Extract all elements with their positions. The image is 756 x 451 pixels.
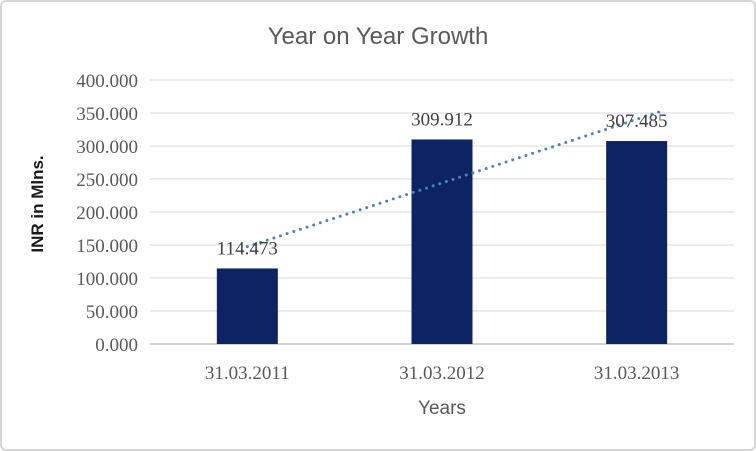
data-label: 307.485 bbox=[606, 111, 668, 132]
trendline-dot bbox=[391, 197, 395, 201]
trendline-dot bbox=[597, 130, 601, 134]
trendline-dot bbox=[451, 177, 455, 181]
trendline-dot bbox=[590, 132, 594, 136]
bar bbox=[411, 139, 473, 344]
trendline-dot bbox=[464, 173, 468, 177]
trendline-dot bbox=[544, 147, 548, 151]
trendline-dot bbox=[351, 210, 355, 214]
trendline-dot bbox=[617, 123, 621, 127]
trendline-dot bbox=[604, 127, 608, 131]
trendline-dot bbox=[623, 121, 627, 125]
data-label: 309.912 bbox=[411, 109, 473, 130]
trendline-dot bbox=[358, 208, 362, 212]
trendline-dot bbox=[365, 206, 369, 210]
trendline-dot bbox=[458, 175, 462, 179]
trendline-dot bbox=[524, 154, 528, 158]
y-tick-label: 100.000 bbox=[76, 269, 138, 290]
y-tick-label: 250.000 bbox=[76, 170, 138, 191]
y-tick-label: 50.000 bbox=[86, 302, 138, 323]
trendline-dot bbox=[385, 199, 389, 203]
trendline-dot bbox=[338, 214, 342, 218]
trendline-dot bbox=[564, 140, 568, 144]
trendline-dot bbox=[424, 186, 428, 190]
trendline-dot bbox=[305, 225, 309, 229]
trendline-dot bbox=[265, 238, 269, 242]
trendline-dot bbox=[371, 203, 375, 207]
trendline-dot bbox=[438, 182, 442, 186]
trendline-dot bbox=[298, 227, 302, 231]
trendline-dot bbox=[318, 221, 322, 225]
trendline-dot bbox=[584, 134, 588, 138]
trendline-dot bbox=[537, 149, 541, 153]
trendline-dot bbox=[259, 240, 263, 244]
trendline-dot bbox=[643, 114, 647, 118]
y-tick-label: 350.000 bbox=[76, 104, 138, 125]
y-tick-label: 0.000 bbox=[95, 335, 138, 356]
trendline-dot bbox=[272, 236, 276, 240]
trendline-dot bbox=[610, 125, 614, 129]
x-category-label: 31.03.2013 bbox=[594, 363, 680, 384]
bar bbox=[216, 268, 278, 344]
trendline-dot bbox=[497, 162, 501, 166]
trendline-dot bbox=[630, 119, 634, 123]
trendline-dot bbox=[398, 195, 402, 199]
x-axis-title: Years bbox=[418, 398, 466, 419]
trendline-dot bbox=[504, 160, 508, 164]
y-tick-label: 400.000 bbox=[76, 71, 138, 92]
trendline-dot bbox=[332, 216, 336, 220]
trendline-dot bbox=[252, 243, 256, 247]
y-tick-label: 150.000 bbox=[76, 236, 138, 257]
trendline-dot bbox=[531, 151, 535, 155]
trendline-dot bbox=[378, 201, 382, 205]
trendline-dot bbox=[484, 167, 488, 171]
trendline-dot bbox=[517, 156, 521, 160]
trendline-dot bbox=[471, 171, 475, 175]
trendline-dot bbox=[444, 180, 448, 184]
trendline-dot bbox=[650, 112, 654, 116]
trendline-dot bbox=[557, 143, 561, 147]
trendline-dot bbox=[411, 190, 415, 194]
x-category-label: 31.03.2011 bbox=[205, 363, 290, 384]
trendline-dot bbox=[577, 136, 581, 140]
y-tick-label: 300.000 bbox=[76, 137, 138, 158]
bar bbox=[606, 141, 668, 344]
trendline-dot bbox=[657, 110, 661, 114]
trendline-dot bbox=[418, 188, 422, 192]
x-category-label: 31.03.2012 bbox=[399, 363, 485, 384]
y-tick-label: 200.000 bbox=[76, 203, 138, 224]
trendline-dot bbox=[511, 158, 515, 162]
trendline-dot bbox=[292, 229, 296, 233]
trendline-dot bbox=[285, 232, 289, 236]
trendline-dot bbox=[245, 245, 249, 249]
trendline-dot bbox=[279, 234, 283, 238]
data-label: 114.473 bbox=[217, 238, 278, 259]
trendline-dot bbox=[345, 212, 349, 216]
trendline-dot bbox=[431, 184, 435, 188]
trendline-dot bbox=[551, 145, 555, 149]
trendline-dot bbox=[325, 219, 329, 223]
trendline-dot bbox=[405, 193, 409, 197]
trendline-dot bbox=[570, 138, 574, 142]
trendline-dot bbox=[312, 223, 316, 227]
trendline-dot bbox=[478, 169, 482, 173]
trendline-dot bbox=[491, 164, 495, 168]
trendline-dot bbox=[637, 117, 641, 121]
chart-title: Year on Year Growth bbox=[267, 23, 489, 50]
